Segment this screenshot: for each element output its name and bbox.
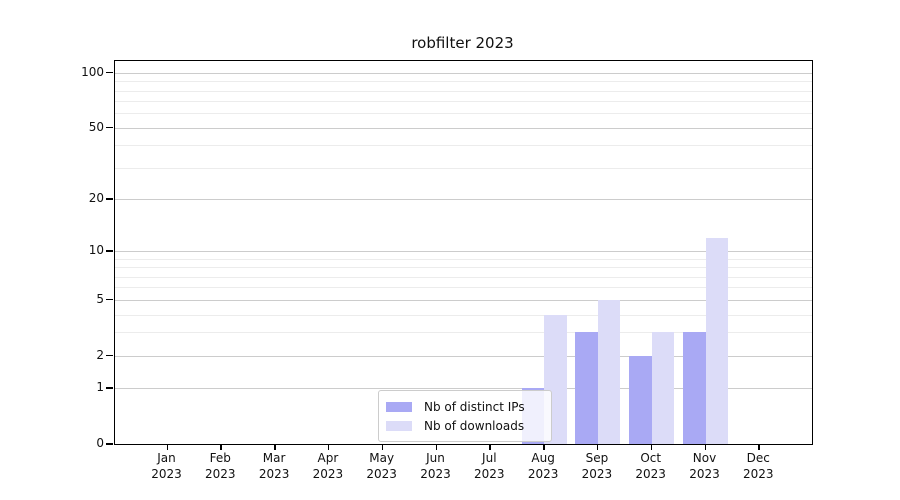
bar-distinct-ips-sep bbox=[575, 332, 598, 444]
gridline-10 bbox=[115, 251, 812, 253]
y-tick-label-20: 20 bbox=[88, 191, 104, 206]
y-tick-label-0: 0 bbox=[96, 436, 104, 450]
bar-distinct-ips-oct bbox=[629, 355, 652, 444]
y-tick-label-5: 5 bbox=[96, 291, 104, 306]
gridline-1 bbox=[115, 388, 812, 390]
y-tick-10 bbox=[106, 250, 113, 252]
gridline-minor-60 bbox=[115, 113, 812, 115]
x-tick-jul bbox=[489, 444, 491, 450]
bar-downloads-nov bbox=[705, 237, 728, 444]
y-tick-label-100: 100 bbox=[81, 64, 104, 79]
x-tick-label-oct: Oct 2023 bbox=[635, 451, 666, 481]
y-tick-label-1: 1 bbox=[96, 380, 104, 395]
y-tick-100 bbox=[106, 71, 113, 74]
chart-title: robfilter 2023 bbox=[411, 34, 514, 52]
gridline-minor-80 bbox=[115, 90, 812, 92]
y-tick-5 bbox=[106, 298, 113, 301]
gridline-minor-4 bbox=[115, 314, 812, 316]
x-tick-aug bbox=[543, 444, 545, 450]
legend: Nb of distinct IPs Nb of downloads bbox=[378, 390, 552, 442]
x-tick-mar bbox=[274, 444, 276, 450]
x-tick-label-apr: Apr 2023 bbox=[312, 451, 344, 481]
x-tick-label-jan: Jan 2023 bbox=[151, 451, 182, 481]
x-tick-may bbox=[381, 444, 384, 450]
x-tick-label-feb: Feb 2023 bbox=[205, 451, 236, 481]
gridline-minor-6 bbox=[115, 287, 812, 289]
bar-distinct-ips-nov bbox=[683, 332, 706, 444]
legend-label-downloads: Nb of downloads bbox=[424, 418, 525, 433]
x-tick-label-nov: Nov 2023 bbox=[689, 451, 720, 481]
x-tick-oct bbox=[650, 444, 653, 450]
x-tick-label-dec: Dec 2023 bbox=[743, 451, 774, 481]
y-tick-50 bbox=[106, 126, 113, 129]
legend-row-distinct-ips: Nb of distinct IPs bbox=[386, 397, 543, 416]
x-tick-jun bbox=[435, 444, 437, 450]
gridline-minor-7 bbox=[115, 276, 812, 278]
y-tick-0 bbox=[106, 443, 113, 445]
x-tick-apr bbox=[327, 444, 330, 450]
legend-label-distinct-ips: Nb of distinct IPs bbox=[424, 399, 525, 414]
bar-downloads-oct bbox=[651, 332, 675, 444]
x-tick-jan bbox=[166, 444, 168, 450]
y-tick-label-50: 50 bbox=[88, 119, 104, 134]
y-tick-1 bbox=[106, 387, 113, 389]
y-tick-label-10: 10 bbox=[88, 243, 104, 258]
gridline-5 bbox=[115, 299, 812, 301]
x-tick-label-aug: Aug 2023 bbox=[527, 451, 559, 481]
gridline-minor-8 bbox=[115, 267, 812, 269]
x-tick-nov bbox=[704, 444, 706, 450]
gridline-50 bbox=[115, 127, 812, 129]
gridline-minor-9 bbox=[115, 258, 812, 260]
gridline-20 bbox=[115, 199, 812, 201]
gridline-minor-3 bbox=[115, 332, 812, 334]
x-tick-feb bbox=[220, 444, 222, 450]
x-tick-label-may: May 2023 bbox=[366, 451, 397, 481]
gridline-2 bbox=[115, 355, 812, 357]
gridline-minor-30 bbox=[115, 167, 812, 169]
x-tick-label-jul: Jul 2023 bbox=[474, 451, 505, 481]
x-tick-dec bbox=[758, 444, 760, 450]
gridline-minor-90 bbox=[115, 81, 812, 83]
gridline-100 bbox=[115, 72, 812, 74]
legend-swatch-distinct-ips-icon bbox=[386, 401, 412, 412]
y-tick-label-2: 2 bbox=[96, 347, 104, 362]
x-tick-label-jun: Jun 2023 bbox=[420, 451, 451, 481]
x-tick-label-sep: Sep 2023 bbox=[581, 451, 613, 481]
gridline-minor-70 bbox=[115, 101, 812, 103]
legend-swatch-downloads-icon bbox=[386, 420, 412, 431]
legend-row-downloads: Nb of downloads bbox=[386, 416, 543, 435]
x-tick-sep bbox=[596, 444, 599, 450]
x-tick-label-mar: Mar 2023 bbox=[258, 451, 290, 481]
plot-area bbox=[114, 60, 813, 445]
y-tick-2 bbox=[106, 354, 113, 357]
bar-downloads-sep bbox=[597, 299, 621, 444]
y-tick-20 bbox=[106, 198, 113, 200]
gridline-minor-40 bbox=[115, 145, 812, 147]
